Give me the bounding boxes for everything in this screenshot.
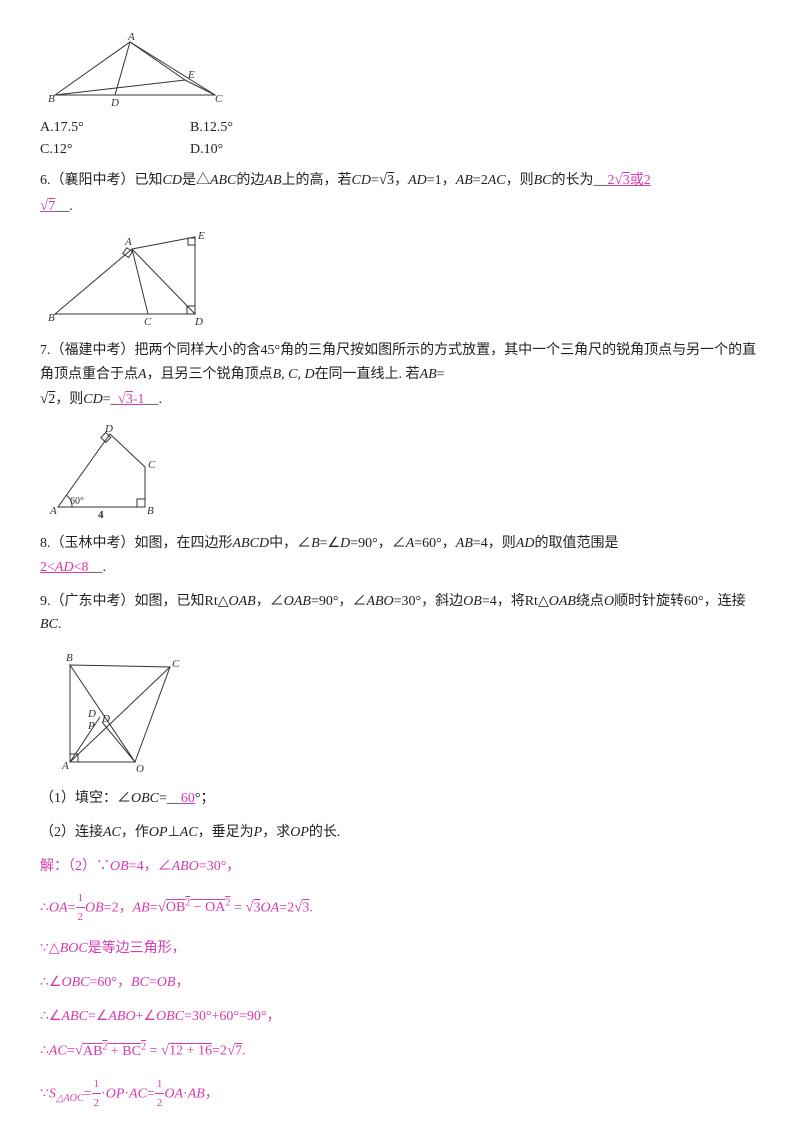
svg-text:O: O <box>136 763 144 775</box>
q9-sol6: ∴AC=√AB2 + BC2 = √12 + 16=2√7. <box>40 1038 760 1064</box>
q9-sol3: ∵△BOC是等边三角形， <box>40 937 760 961</box>
svg-text:B: B <box>48 93 55 105</box>
svg-text:B: B <box>48 312 55 324</box>
svg-text:A: A <box>124 236 132 248</box>
q9-p2: （2）连接AC，作OP⊥AC，垂足为P，求OP的长. <box>40 821 760 845</box>
q9-sol1: 解：（2）∵OB=4，∠ABO=30°， <box>40 855 760 879</box>
opt-b: B.12.5° <box>190 120 340 136</box>
svg-text:C: C <box>215 93 223 105</box>
q9-sol5: ∴∠ABC=∠ABO+∠OBC=30°+60°=90°， <box>40 1005 760 1029</box>
svg-text:C: C <box>148 459 156 471</box>
svg-text:D: D <box>194 316 203 328</box>
svg-text:B: B <box>147 505 154 517</box>
svg-text:D: D <box>104 423 113 435</box>
svg-text:P: P <box>87 720 95 732</box>
svg-text:60°: 60° <box>70 496 84 507</box>
svg-text:E: E <box>187 69 195 81</box>
q6-text: 6.（襄阳中考）已知CD是△ABC的边AB上的高，若CD=√3，AD=1，AB=… <box>40 168 760 219</box>
q9-sol7: ∵S△AOC=12·OP·AC=12OA·AB， <box>40 1075 760 1113</box>
q5-options-row1: A.17.5° B.12.5° <box>40 120 760 136</box>
q5-options-row2: C.12° D.10° <box>40 142 760 158</box>
figure-q9: A B C O DPD <box>40 647 190 777</box>
figure-q7: A B C D E <box>40 229 215 329</box>
svg-text:C: C <box>144 316 152 328</box>
q8-text: 8.（玉林中考）如图，在四边形ABCD中，∠B=∠D=90°，∠A=60°，AB… <box>40 532 760 580</box>
svg-text:C: C <box>172 658 180 670</box>
opt-c: C.12° <box>40 142 190 158</box>
q9-text: 9.（广东中考）如图，已知Rt△OAB，∠OAB=90°，∠ABO=30°，斜边… <box>40 590 760 638</box>
svg-text:E: E <box>197 230 205 242</box>
opt-d: D.10° <box>190 142 340 158</box>
svg-text:A: A <box>49 505 57 517</box>
figure-q5: A B C D E <box>40 30 235 110</box>
q9-sol2: ∴OA=12OB=2，AB=√OB2 − OA2 = √3OA=2√3. <box>40 889 760 927</box>
q9-p1: （1）填空：∠OBC=__60°； <box>40 787 760 811</box>
svg-text:D: D <box>101 713 110 725</box>
svg-text:B: B <box>66 652 73 664</box>
q7-text: 7.（福建中考）把两个同样大小的含45°角的三角尺按如图所示的方式放置，其中一个… <box>40 339 760 412</box>
svg-text:4: 4 <box>98 509 104 521</box>
svg-text:D: D <box>87 708 96 720</box>
opt-a: A.17.5° <box>40 120 190 136</box>
svg-text:A: A <box>61 760 69 772</box>
figure-q8: A B C D 60° 4 <box>40 422 180 522</box>
q9-sol4: ∴∠OBC=60°，BC=OB， <box>40 971 760 995</box>
svg-text:A: A <box>127 31 135 43</box>
svg-text:D: D <box>110 97 119 109</box>
